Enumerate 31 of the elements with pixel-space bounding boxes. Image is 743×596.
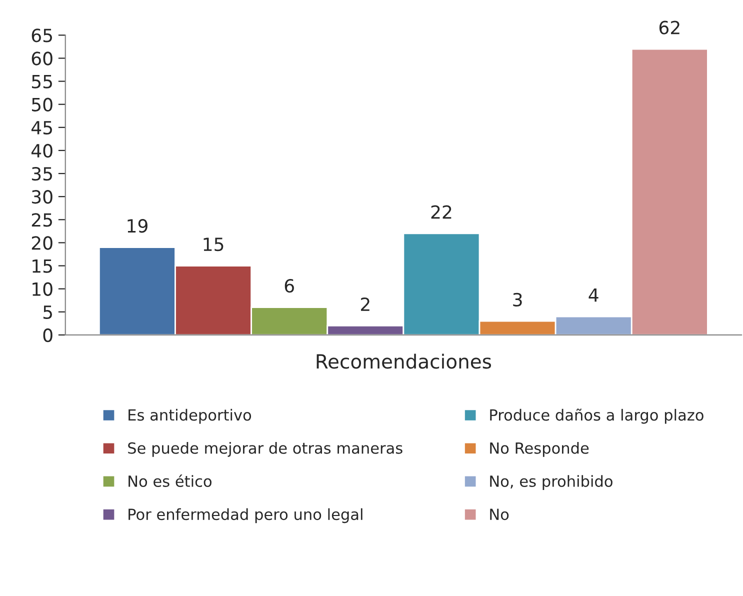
y-tick-label: 30 <box>32 190 52 204</box>
data-label: 6 <box>284 279 294 293</box>
y-tick-label: 10 <box>32 282 52 296</box>
y-tick-label: 5 <box>43 306 52 320</box>
data-label: 15 <box>204 238 224 252</box>
data-label: 2 <box>360 297 370 311</box>
y-tick-label: 25 <box>32 213 52 227</box>
legend-label: No Responde <box>490 442 589 457</box>
data-label: 19 <box>128 219 148 233</box>
x-axis-title: Recomendaciones <box>316 354 492 369</box>
legend-label: No, es prohibido <box>490 475 612 490</box>
data-label: 3 <box>513 292 522 307</box>
y-tick-label: 40 <box>31 144 52 158</box>
data-label: 62 <box>659 20 680 34</box>
y-tick-label: 50 <box>32 98 52 112</box>
data-label: 22 <box>431 205 452 219</box>
legend-label: Se puede mejorar de otras maneras <box>128 442 402 457</box>
y-tick-label: 55 <box>32 74 52 88</box>
y-tick-label: 20 <box>32 236 52 250</box>
y-tick-label: 15 <box>32 259 52 273</box>
y-tick-label: 0 <box>43 328 52 342</box>
legend-label: Produce daños a largo plazo <box>490 408 704 424</box>
y-tick-label: 65 <box>32 28 52 42</box>
legend-label: No es ético <box>128 474 212 487</box>
y-tick-label: 35 <box>32 166 52 181</box>
legend-label: No <box>490 508 509 520</box>
legend-label: Por enfermedad pero uno legal <box>128 508 362 524</box>
y-tick-label: 45 <box>31 121 52 135</box>
data-label: 4 <box>588 288 598 302</box>
legend-label: Es antideportivo <box>128 408 252 424</box>
y-tick-label: 60 <box>32 52 52 66</box>
